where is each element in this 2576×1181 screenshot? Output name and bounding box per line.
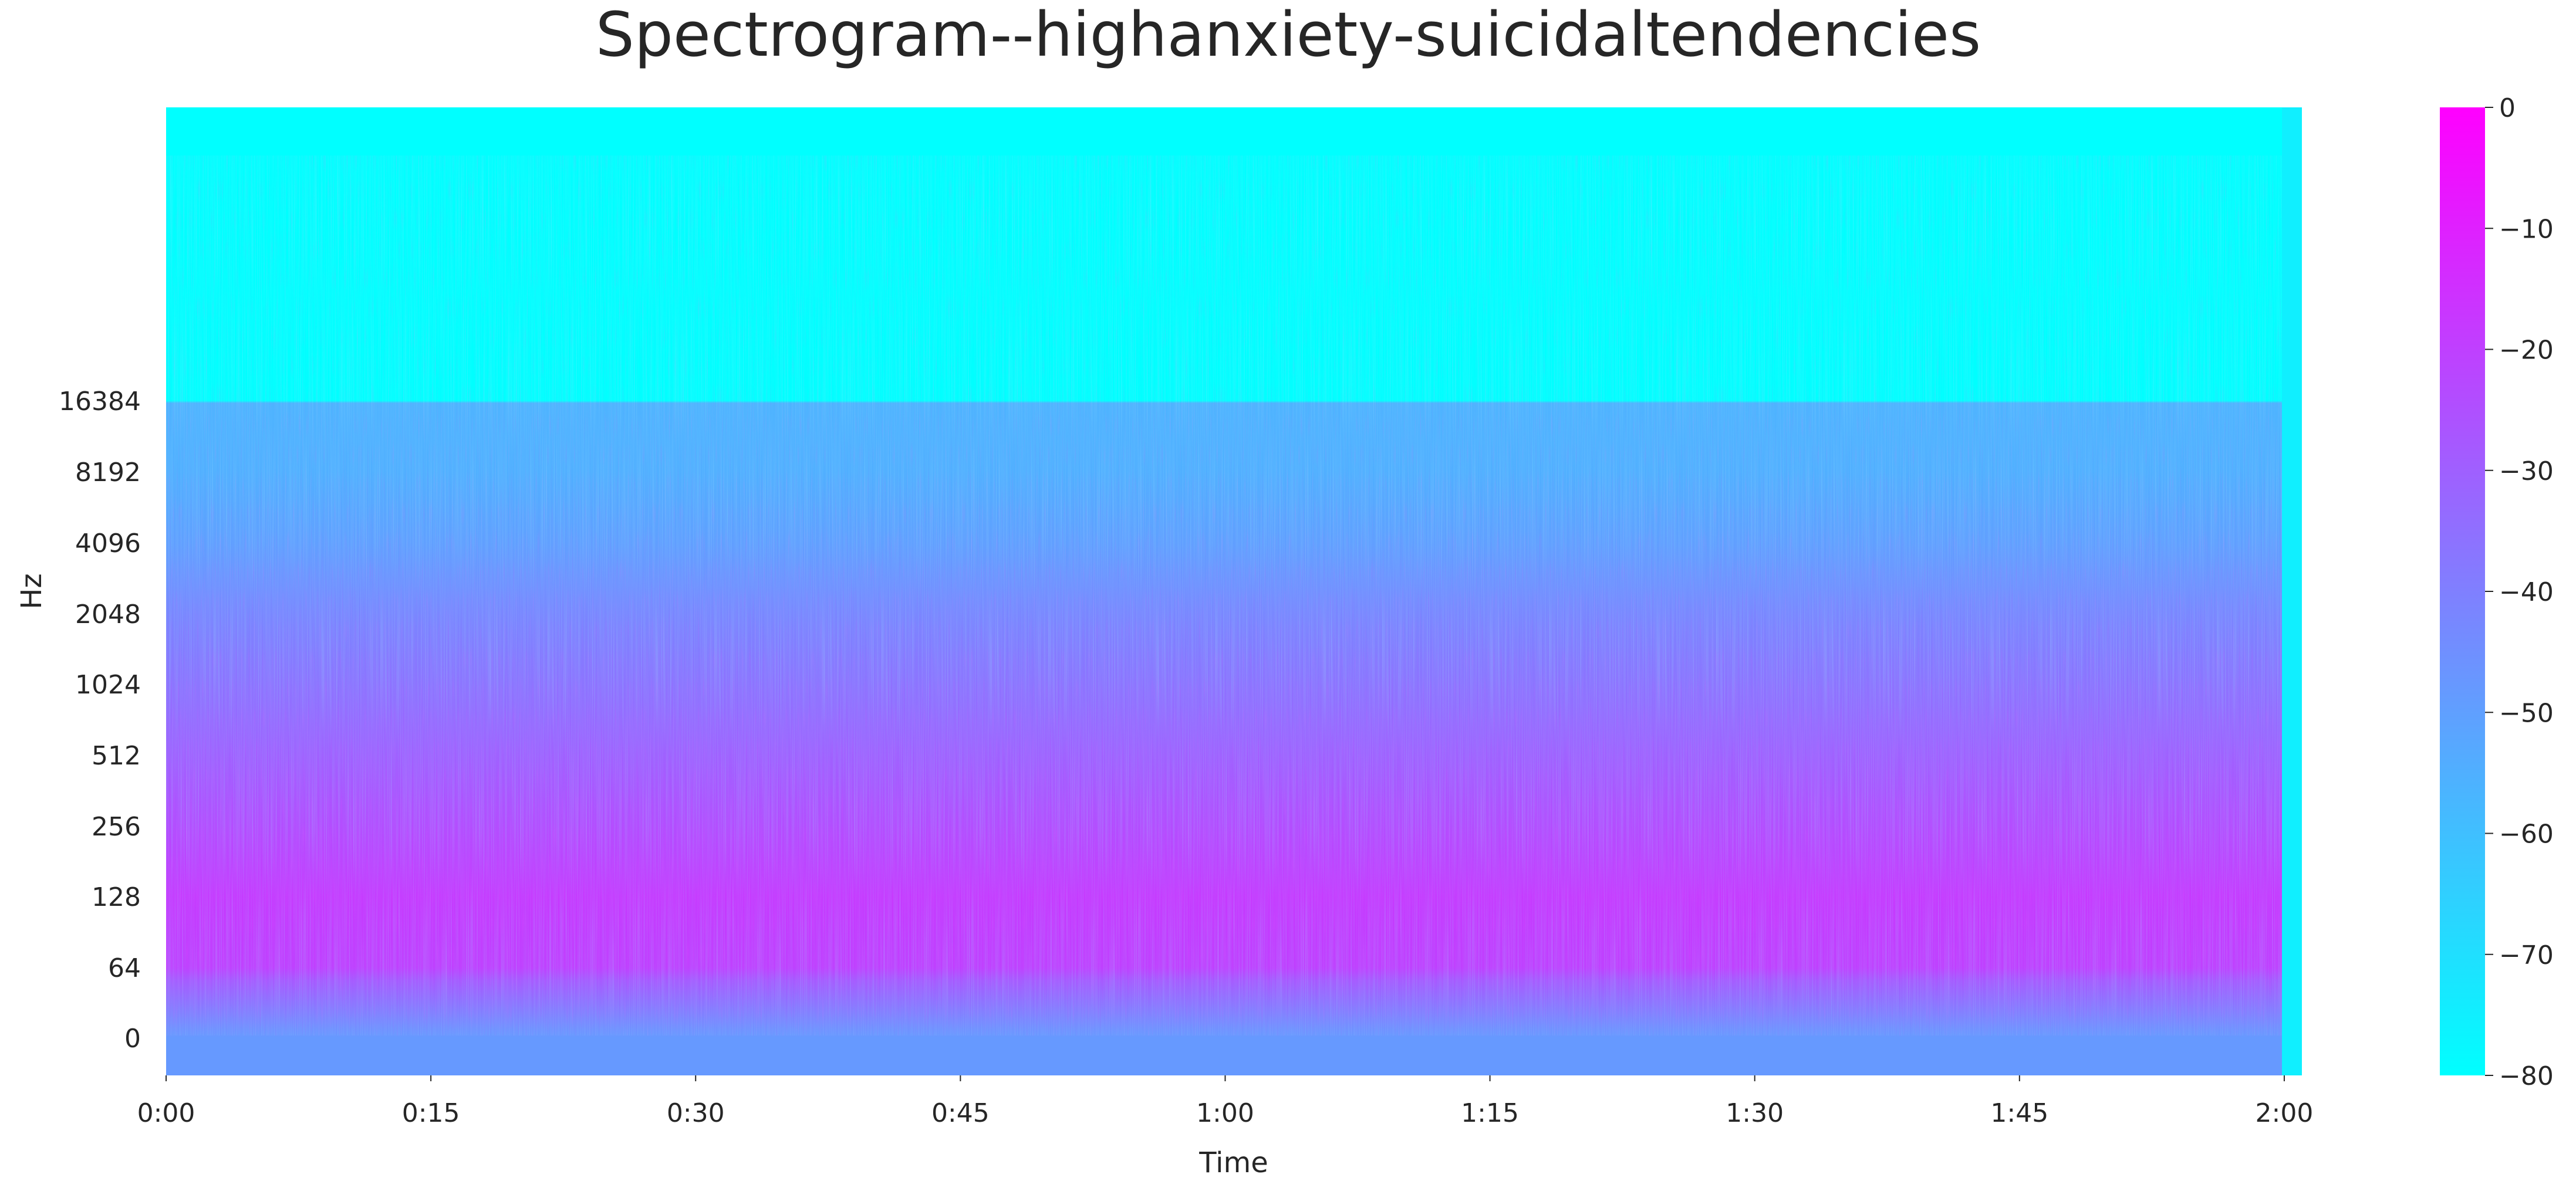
y-tick-label: 64 (108, 953, 141, 983)
x-axis-label: Time (1198, 1146, 1268, 1179)
colorbar-tick-label: −20 (2499, 336, 2554, 366)
x-tick-label: 0:15 (402, 1098, 460, 1128)
y-axis: 0 64 128 256 512 1024 2048 4096 8192 16384 (59, 387, 141, 1054)
x-tick-label: 0:00 (137, 1098, 195, 1128)
colorbar-tick-label: −60 (2499, 820, 2554, 850)
colorbar-tick-label: −50 (2499, 698, 2554, 728)
x-tick-label: 0:45 (931, 1098, 990, 1128)
chart-title: Spectrogram--highanxiety-suicidaltendenc… (596, 0, 1981, 70)
y-tick-label: 256 (92, 812, 141, 842)
plot-area (166, 107, 2302, 1075)
x-tick-label: 0:30 (667, 1098, 725, 1128)
x-tick-label: 1:00 (1196, 1098, 1254, 1128)
colorbar-tick-label: −10 (2499, 214, 2554, 244)
x-tick-label: 1:45 (1990, 1098, 2048, 1128)
colorbar-tick-label: −80 (2499, 1061, 2554, 1091)
spectrogram-tail (2282, 107, 2302, 1075)
colorbar: 0 −10 −20 −30 −40 −50 −60 −70 −80 (2440, 93, 2554, 1091)
x-axis: 0:00 0:15 0:30 0:45 1:00 1:15 1:30 1:45 2:00 (137, 1075, 2314, 1128)
y-tick-label: 0 (124, 1024, 141, 1054)
y-tick-label: 4096 (75, 529, 141, 559)
y-tick-label: 512 (92, 741, 141, 771)
y-tick-label: 16384 (59, 387, 141, 417)
x-tick-label: 2:00 (2256, 1098, 2314, 1128)
y-tick-label: 128 (92, 882, 141, 912)
y-tick-label: 2048 (75, 600, 141, 630)
x-tick-label: 1:15 (1461, 1098, 1519, 1128)
colorbar-gradient (2440, 107, 2485, 1075)
colorbar-tick-label: 0 (2499, 93, 2516, 123)
colorbar-tick-label: −30 (2499, 456, 2554, 486)
y-axis-label: Hz (15, 573, 48, 609)
colorbar-tick-label: −40 (2499, 577, 2554, 607)
colorbar-tick-label: −70 (2499, 940, 2554, 970)
x-tick-label: 1:30 (1726, 1098, 1784, 1128)
colorbar-ticks: 0 −10 −20 −30 −40 −50 −60 −70 −80 (2485, 93, 2554, 1091)
spectrogram-texture-hot (166, 155, 2282, 1036)
y-tick-label: 1024 (75, 670, 141, 700)
y-tick-label: 8192 (75, 458, 141, 488)
